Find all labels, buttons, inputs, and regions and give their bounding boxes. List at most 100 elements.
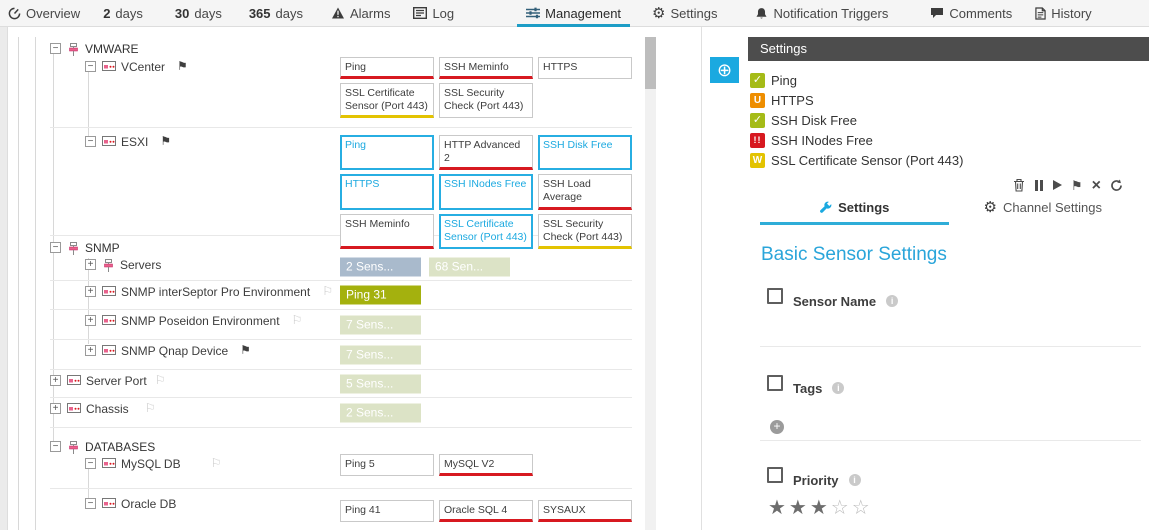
- pause-button[interactable]: [1034, 179, 1044, 191]
- list-item[interactable]: !! SSH INodes Free: [748, 130, 1149, 150]
- expand-toggle-icon[interactable]: +: [50, 403, 61, 414]
- tab-comments[interactable]: Comments: [930, 0, 1012, 27]
- group-label[interactable]: DATABASES: [85, 440, 156, 454]
- device-label[interactable]: SNMP Qnap Device: [121, 344, 229, 358]
- collapse-toggle-icon[interactable]: −: [85, 498, 96, 509]
- flag-icon[interactable]: ⚑: [240, 343, 251, 357]
- sensor-box[interactable]: SSL Security Check (Port 443): [538, 213, 632, 249]
- close-button[interactable]: ×: [1091, 176, 1101, 194]
- collapse-toggle-icon[interactable]: −: [85, 458, 96, 469]
- tab-channel-settings[interactable]: ⚙ Channel Settings: [949, 200, 1138, 225]
- tab-log[interactable]: Log: [413, 0, 454, 27]
- group-label[interactable]: Servers: [120, 258, 162, 272]
- device-label[interactable]: SNMP interSeptor Pro Environment: [121, 285, 311, 299]
- info-icon[interactable]: i: [832, 382, 845, 394]
- device-label[interactable]: SNMP Poseidon Environment: [121, 314, 280, 328]
- tab-history[interactable]: History: [1035, 0, 1092, 27]
- tree-group-snmp[interactable]: − SNMP: [50, 237, 632, 255]
- sensor-box[interactable]: HTTP Advanced 2: [439, 135, 533, 171]
- sensor-box[interactable]: SYSAUX: [538, 500, 632, 523]
- sensor-box[interactable]: SSL Certificate Sensor (Port 443): [340, 83, 434, 119]
- sensor-box[interactable]: SSH INodes Free: [439, 174, 533, 210]
- sensor-count-badge[interactable]: 7 Sens...: [340, 345, 421, 364]
- collapse-toggle-icon[interactable]: −: [50, 43, 61, 54]
- tags-checkbox[interactable]: [767, 375, 783, 391]
- list-item[interactable]: U HTTPS: [748, 90, 1149, 110]
- tree-group-databases[interactable]: − DATABASES: [50, 436, 632, 454]
- priority-flag-button[interactable]: ⚑: [1071, 177, 1083, 193]
- device-label[interactable]: Oracle DB: [121, 497, 177, 511]
- tree-device-oracle[interactable]: − Oracle DB ⚐ Ping 41 Oracle SQL 4 SYSAU…: [50, 493, 632, 530]
- expand-toggle-icon[interactable]: +: [85, 315, 96, 326]
- sensor-box[interactable]: Ping 41: [340, 500, 434, 523]
- tab-overview[interactable]: Overview: [8, 0, 80, 27]
- device-label[interactable]: Server Port: [86, 374, 147, 388]
- tree-scrollbar-track[interactable]: [645, 37, 656, 530]
- expand-toggle-icon[interactable]: +: [50, 375, 61, 386]
- sensor-name-checkbox[interactable]: [767, 288, 783, 304]
- add-tag-button[interactable]: +: [770, 420, 784, 434]
- collapse-toggle-icon[interactable]: −: [50, 441, 61, 452]
- sensor-count-badge[interactable]: Ping 31: [340, 285, 421, 305]
- collapse-toggle-icon[interactable]: −: [85, 61, 96, 72]
- flag-icon[interactable]: ⚐: [144, 401, 156, 415]
- tree-device-mysql[interactable]: − MySQL DB ⚐ Ping 5 MySQL V2: [50, 453, 632, 489]
- flag-icon[interactable]: ⚑: [160, 134, 172, 148]
- tree-scrollbar-thumb[interactable]: [645, 37, 656, 89]
- resume-button[interactable]: [1053, 180, 1062, 190]
- tab-30-days[interactable]: 30 days: [175, 0, 222, 27]
- sensor-box[interactable]: HTTPS: [538, 57, 632, 80]
- sensor-box[interactable]: Ping: [340, 135, 434, 171]
- tab-management[interactable]: Management: [517, 0, 631, 27]
- flag-icon[interactable]: ⚐: [291, 313, 303, 327]
- tree-device-intersepter[interactable]: + SNMP interSeptor Pro Environment ⚐ Pin…: [50, 281, 632, 310]
- star-empty-icon[interactable]: ☆☆: [830, 497, 873, 519]
- group-label[interactable]: VMWARE: [85, 42, 139, 56]
- tree-device-chassis[interactable]: + Chassis ⚐ 2 Sens...: [50, 398, 632, 428]
- tab-notification-triggers[interactable]: Notification Triggers: [755, 0, 888, 27]
- list-item[interactable]: W SSL Certificate Sensor (Port 443): [748, 150, 1149, 170]
- device-label[interactable]: ESXI: [121, 135, 149, 149]
- tab-2-days[interactable]: 2 days: [103, 0, 143, 27]
- tree-device-poseidon[interactable]: + SNMP Poseidon Environment ⚐ 7 Sens...: [50, 310, 632, 340]
- info-icon[interactable]: i: [848, 474, 861, 486]
- priority-stars[interactable]: ★★★☆☆: [768, 495, 873, 520]
- delete-button[interactable]: [1013, 178, 1025, 192]
- sensor-count-badge[interactable]: 2 Sens...: [340, 403, 421, 422]
- tab-sensor-settings[interactable]: Settings: [760, 200, 949, 225]
- list-item[interactable]: ✓ SSH Disk Free: [748, 110, 1149, 130]
- sensor-box[interactable]: HTTPS: [340, 174, 434, 210]
- star-filled-icon[interactable]: ★★★: [768, 497, 831, 519]
- flag-icon[interactable]: ⚑: [177, 59, 188, 73]
- flag-icon[interactable]: ⚐: [322, 284, 333, 298]
- priority-checkbox[interactable]: [767, 467, 783, 483]
- tree-device-server-port[interactable]: + Server Port ⚐ 5 Sens...: [50, 370, 632, 398]
- flag-icon[interactable]: ⚐: [154, 373, 166, 387]
- tree-device-esxi[interactable]: − ESXI ⚑ Ping HTTP Advanced 2 SSH Disk F…: [50, 131, 632, 249]
- device-label[interactable]: Chassis: [86, 402, 129, 416]
- sensor-box[interactable]: SSH Load Average: [538, 174, 632, 210]
- device-label[interactable]: MySQL DB: [121, 457, 181, 471]
- tab-settings[interactable]: ⚙ Settings: [652, 0, 717, 27]
- sensor-box[interactable]: SSL Security Check (Port 443): [439, 83, 533, 119]
- sensor-box[interactable]: SSH Meminfo: [340, 213, 434, 249]
- sensor-box[interactable]: Ping 5: [340, 454, 434, 477]
- sensor-box[interactable]: MySQL V2: [439, 454, 533, 477]
- refresh-button[interactable]: [1110, 178, 1123, 192]
- collapse-toggle-icon[interactable]: −: [85, 136, 96, 147]
- sensor-count-badge[interactable]: 7 Sens...: [340, 315, 421, 334]
- collapse-toggle-icon[interactable]: −: [50, 242, 61, 253]
- group-label[interactable]: SNMP: [85, 241, 120, 255]
- sensor-box[interactable]: SSH Disk Free: [538, 135, 632, 171]
- add-button[interactable]: ⊕: [710, 57, 739, 83]
- list-item[interactable]: ✓ Ping: [748, 70, 1149, 90]
- expand-toggle-icon[interactable]: +: [85, 286, 96, 297]
- sensor-box[interactable]: Ping: [340, 57, 434, 80]
- info-icon[interactable]: i: [886, 295, 899, 307]
- tree-device-qnap[interactable]: + SNMP Qnap Device ⚑ 7 Sens...: [50, 340, 632, 370]
- sensor-box[interactable]: SSL Certificate Sensor (Port 443): [439, 213, 533, 249]
- tree-group-vmware[interactable]: − VMWARE: [50, 38, 632, 56]
- device-label[interactable]: VCenter: [121, 60, 166, 74]
- tab-365-days[interactable]: 365 days: [249, 0, 303, 27]
- tree-group-servers[interactable]: + Servers 2 Sens... 68 Sen...: [50, 254, 632, 281]
